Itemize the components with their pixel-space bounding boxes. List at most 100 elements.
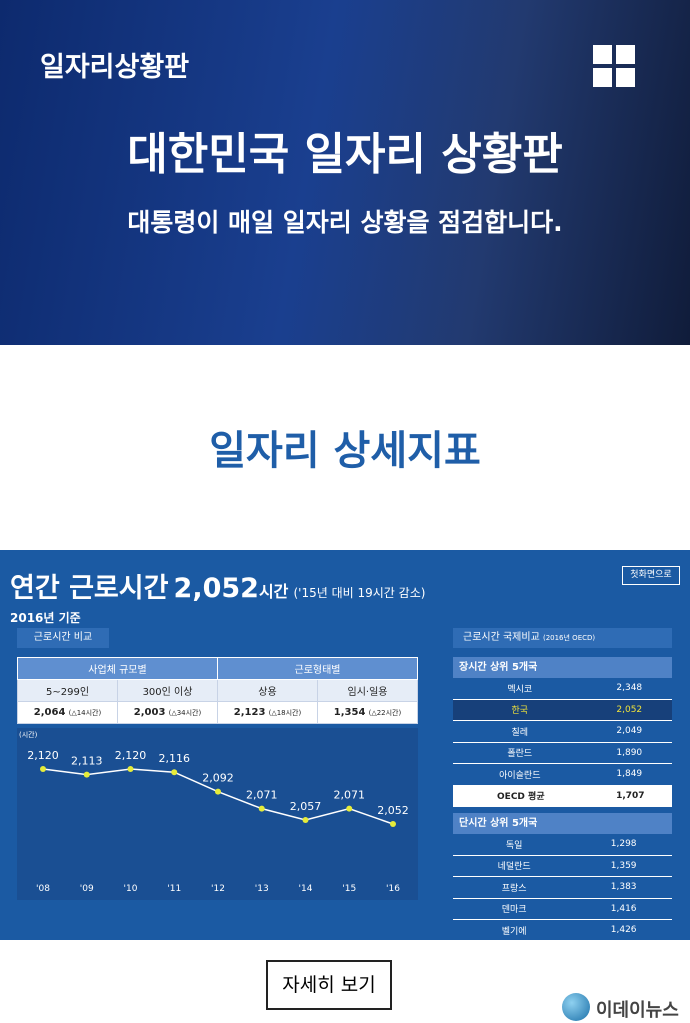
value: 2,064 (33, 707, 66, 718)
country-row: 아이슬란드 1,849 (453, 763, 672, 786)
country: 멕시코 (453, 678, 587, 700)
value-label: 2,116 (159, 752, 191, 765)
oecd-table: OECD 평균 1,707 (453, 785, 672, 807)
country-row: 멕시코 2,348 (453, 678, 672, 700)
headline-unit: 시간 (258, 582, 289, 601)
change: (△14시간) (68, 709, 102, 717)
country: 독일 (453, 834, 576, 856)
hours: 1,849 (586, 763, 672, 786)
intl-header: 근로시간 국제비교 (2016년 OECD) (453, 628, 672, 648)
change: (△22시간) (368, 709, 402, 717)
x-tick-label: '12 (211, 884, 225, 894)
value-label: 2,092 (202, 772, 234, 785)
detail-button[interactable]: 자세히 보기 (266, 960, 392, 1010)
home-button[interactable]: 첫화면으로 (622, 566, 680, 585)
value-label: 2,071 (246, 789, 278, 802)
country: OECD 평균 (453, 785, 589, 807)
country-row: 폴란드 1,890 (453, 742, 672, 764)
x-tick-label: '14 (299, 884, 313, 894)
country-row: 네덜란드 1,359 (453, 855, 672, 877)
value: 1,354 (333, 707, 366, 718)
country-row: 덴마크 1,416 (453, 898, 672, 920)
indicator-panel: 연간 근로시간 2,052시간 ('15년 대비 19시간 감소) 첫화면으로 … (0, 550, 690, 942)
hours: 1,359 (575, 855, 672, 877)
title-text: 연간 근로시간 (10, 573, 169, 604)
hours: 1,890 (586, 742, 672, 764)
value-label: 2,071 (334, 789, 366, 802)
change: (△18시간) (268, 709, 302, 717)
value: 2,123 (233, 707, 266, 718)
group-header: 근로형태별 (217, 657, 418, 680)
value-cell: 2,003 (△34시간) (117, 701, 218, 724)
point (83, 771, 90, 778)
basis: 2016년 기준 (10, 611, 81, 625)
x-tick-label: '09 (80, 884, 94, 894)
header-subtitle: 대통령이 매일 일자리 상황을 점검합니다. (127, 208, 563, 237)
country: 한국 (453, 699, 587, 721)
panel-title: 연간 근로시간 2,052시간 ('15년 대비 19시간 감소) (10, 566, 425, 605)
hours: 2,052 (586, 699, 672, 721)
country: 프랑스 (453, 876, 576, 899)
hours: 2,049 (586, 720, 672, 743)
y-axis-label: (시간) (19, 730, 38, 739)
value-cell: 2,064 (△14시간) (17, 701, 118, 724)
value-label: 2,113 (71, 755, 103, 768)
country: 폴란드 (453, 742, 587, 764)
x-tick-label: '10 (124, 884, 138, 894)
point (171, 769, 178, 776)
country: 아이슬란드 (453, 763, 587, 786)
point (302, 816, 309, 823)
row: 2,064 (△14시간) 2,003 (△34시간) 2,123 (△18시간) 1… (17, 701, 418, 724)
sub-title: 단시간 상위 5개국 (453, 813, 672, 834)
group-header: 사업체 규모별 (17, 657, 218, 680)
section-title: 일자리 상세지표 (209, 428, 481, 474)
country-row: 프랑스 1,383 (453, 876, 672, 899)
hours: 1,416 (575, 898, 672, 920)
value-label: 2,057 (290, 800, 322, 813)
brand: 일자리상황판 (40, 52, 190, 83)
point (215, 788, 221, 795)
value-label: 2,120 (115, 749, 147, 762)
x-tick-label: '08 (36, 884, 50, 894)
hours: 1,383 (575, 876, 672, 899)
country-table: 독일 1,298 네덜란드 1,359 프랑스 1,383 덴마크 1,416 벨기에 1,426 (453, 834, 672, 942)
intl-note: (2016년 OECD) (542, 634, 596, 642)
country-row: 칠레 2,049 (453, 720, 672, 743)
row: 사업체 규모별 근로형태별 (17, 657, 418, 680)
compare-label: 근로시간 비교 (17, 628, 109, 648)
menu-icon[interactable] (593, 45, 635, 87)
value-label: 2,052 (377, 804, 409, 817)
header-title: 대한민국 일자리 상황판 (127, 129, 563, 180)
point (127, 766, 134, 772)
country-row: 벨기에 1,426 (453, 919, 672, 942)
country: 칠레 (453, 720, 587, 743)
headline-value: 2,052 (173, 573, 259, 604)
value: 2,003 (133, 707, 166, 718)
country-row: 한국 2,052 (453, 699, 672, 721)
compare-table: 사업체 규모별 근로형태별 5~299인 300인 이상 상용 임시·일용 2,064 (△… (17, 657, 418, 724)
column-header: 상용 (217, 679, 318, 702)
value-cell: 1,354 (△22시간) (317, 701, 418, 724)
change: (△34시간) (168, 709, 202, 717)
x-tick-label: '11 (167, 884, 181, 894)
value-label: 2,120 (27, 749, 59, 762)
intl-tables: 장시간 상위 5개국 멕시코 2,348 한국 2,052 칠레 2,049 폴란드 1,890… (453, 657, 672, 942)
x-tick-label: '16 (386, 884, 400, 894)
country-table: 멕시코 2,348 한국 2,052 칠레 2,049 폴란드 1,890 아이슬란드 1,849 (453, 678, 672, 786)
logo-text: 이데이뉴스 (596, 1000, 679, 1021)
value-cell: 2,123 (△18시간) (217, 701, 318, 724)
oecd-row: OECD 평균 1,707 (453, 785, 672, 807)
sub-title: 장시간 상위 5개국 (453, 657, 672, 678)
intl-title: 근로시간 국제비교 (463, 632, 540, 643)
x-tick-label: '13 (255, 884, 269, 894)
hours: 1,707 (588, 785, 672, 807)
country-row: 독일 1,298 (453, 834, 672, 856)
country: 네덜란드 (453, 855, 576, 877)
hours: 1,426 (575, 919, 672, 942)
country: 덴마크 (453, 898, 576, 920)
point (40, 766, 46, 772)
country: 벨기에 (453, 919, 576, 942)
hours: 2,348 (586, 678, 672, 700)
x-tick-label: '15 (342, 884, 356, 894)
